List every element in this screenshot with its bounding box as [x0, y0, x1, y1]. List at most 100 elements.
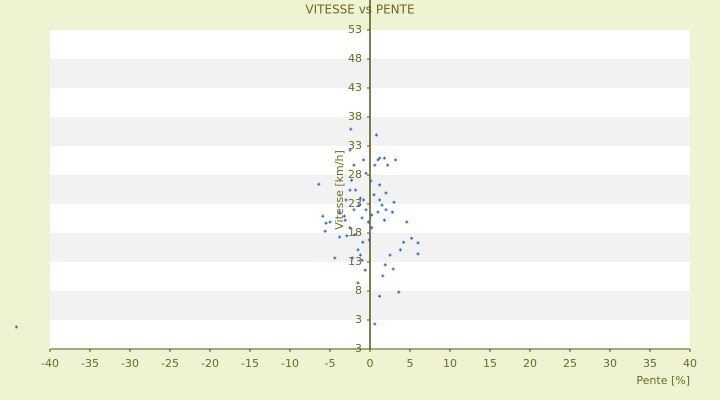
point	[323, 229, 327, 233]
point	[360, 216, 364, 220]
point	[363, 268, 367, 272]
x-tick-label: 20	[523, 357, 537, 370]
x-tick-label: -25	[161, 357, 179, 370]
point	[380, 203, 384, 207]
point	[366, 220, 370, 224]
point	[357, 203, 361, 207]
point	[338, 210, 342, 214]
point	[390, 210, 394, 214]
point	[378, 198, 382, 202]
point	[350, 256, 354, 260]
point	[342, 214, 346, 218]
point	[383, 263, 387, 267]
point	[384, 191, 388, 195]
y-tick-label: 13	[348, 255, 362, 268]
point	[410, 236, 414, 240]
x-tick-label: -20	[201, 357, 219, 370]
x-tick-label: 40	[683, 357, 697, 370]
x-tick-label: -15	[241, 357, 259, 370]
point	[369, 179, 373, 183]
point	[338, 235, 342, 239]
point	[370, 213, 374, 217]
point	[416, 241, 420, 245]
point	[348, 188, 352, 192]
point	[402, 240, 406, 244]
point	[376, 210, 380, 214]
point	[352, 163, 356, 167]
point	[381, 274, 385, 278]
x-tick-label: -35	[81, 357, 99, 370]
point	[354, 188, 358, 192]
point	[394, 158, 398, 162]
point	[358, 253, 362, 257]
point	[392, 200, 396, 204]
point	[348, 148, 352, 152]
point	[324, 221, 328, 225]
point	[372, 193, 376, 197]
point	[333, 256, 337, 260]
point	[386, 163, 390, 167]
point	[353, 233, 357, 237]
point	[378, 294, 382, 298]
point	[356, 281, 360, 285]
point	[348, 226, 352, 230]
point	[317, 182, 321, 186]
point	[14, 325, 18, 329]
x-tick-label: 10	[443, 357, 457, 370]
x-tick-label: -5	[325, 357, 336, 370]
x-tick-label: 35	[643, 357, 657, 370]
y-tick-label: 3	[355, 313, 362, 326]
point	[370, 226, 374, 230]
y-tick-label: 43	[348, 81, 362, 94]
chart-title: VITESSE vs PENTE	[305, 3, 414, 17]
point	[391, 267, 395, 271]
point	[382, 218, 386, 222]
x-tick-label: -40	[41, 357, 59, 370]
x-axis-title: Pente [%]	[636, 374, 690, 387]
y-tick-label: 23	[348, 197, 362, 210]
x-tick-label: 15	[483, 357, 497, 370]
point	[378, 183, 382, 187]
point	[384, 208, 388, 212]
point	[345, 234, 349, 238]
point	[382, 156, 386, 160]
point	[362, 198, 366, 202]
point	[361, 240, 365, 244]
x-tick-label: 5	[407, 357, 414, 370]
y-axis-title: Vitesse [km/h]	[333, 150, 346, 230]
y-tick-label: 53	[348, 23, 362, 36]
point	[364, 171, 368, 175]
y-tick-label: 33	[348, 139, 362, 152]
point	[398, 248, 402, 252]
point	[376, 158, 380, 162]
point	[350, 178, 354, 182]
point	[367, 238, 371, 242]
point	[360, 258, 364, 262]
point	[397, 290, 401, 294]
point	[358, 196, 362, 200]
point	[349, 127, 353, 131]
y-tick-label: 38	[348, 110, 362, 123]
point	[343, 218, 347, 222]
x-tick-label: -30	[121, 357, 139, 370]
x-tick-label: 0	[367, 357, 374, 370]
point	[373, 322, 377, 326]
point	[405, 220, 409, 224]
point	[373, 163, 377, 167]
point	[356, 248, 360, 252]
point	[378, 156, 382, 160]
point	[321, 214, 325, 218]
point	[364, 208, 368, 212]
x-tick-label: -10	[281, 357, 299, 370]
point	[328, 220, 332, 224]
x-tick-label: 25	[563, 357, 577, 370]
y-tick-label: 48	[348, 52, 362, 65]
x-tick-label: 30	[603, 357, 617, 370]
y-tick-label: 8	[355, 284, 362, 297]
y-tick-label: 28	[348, 168, 362, 181]
point	[352, 208, 356, 212]
y-tick-label: 18	[348, 226, 362, 239]
point	[374, 133, 378, 137]
point	[344, 198, 348, 202]
